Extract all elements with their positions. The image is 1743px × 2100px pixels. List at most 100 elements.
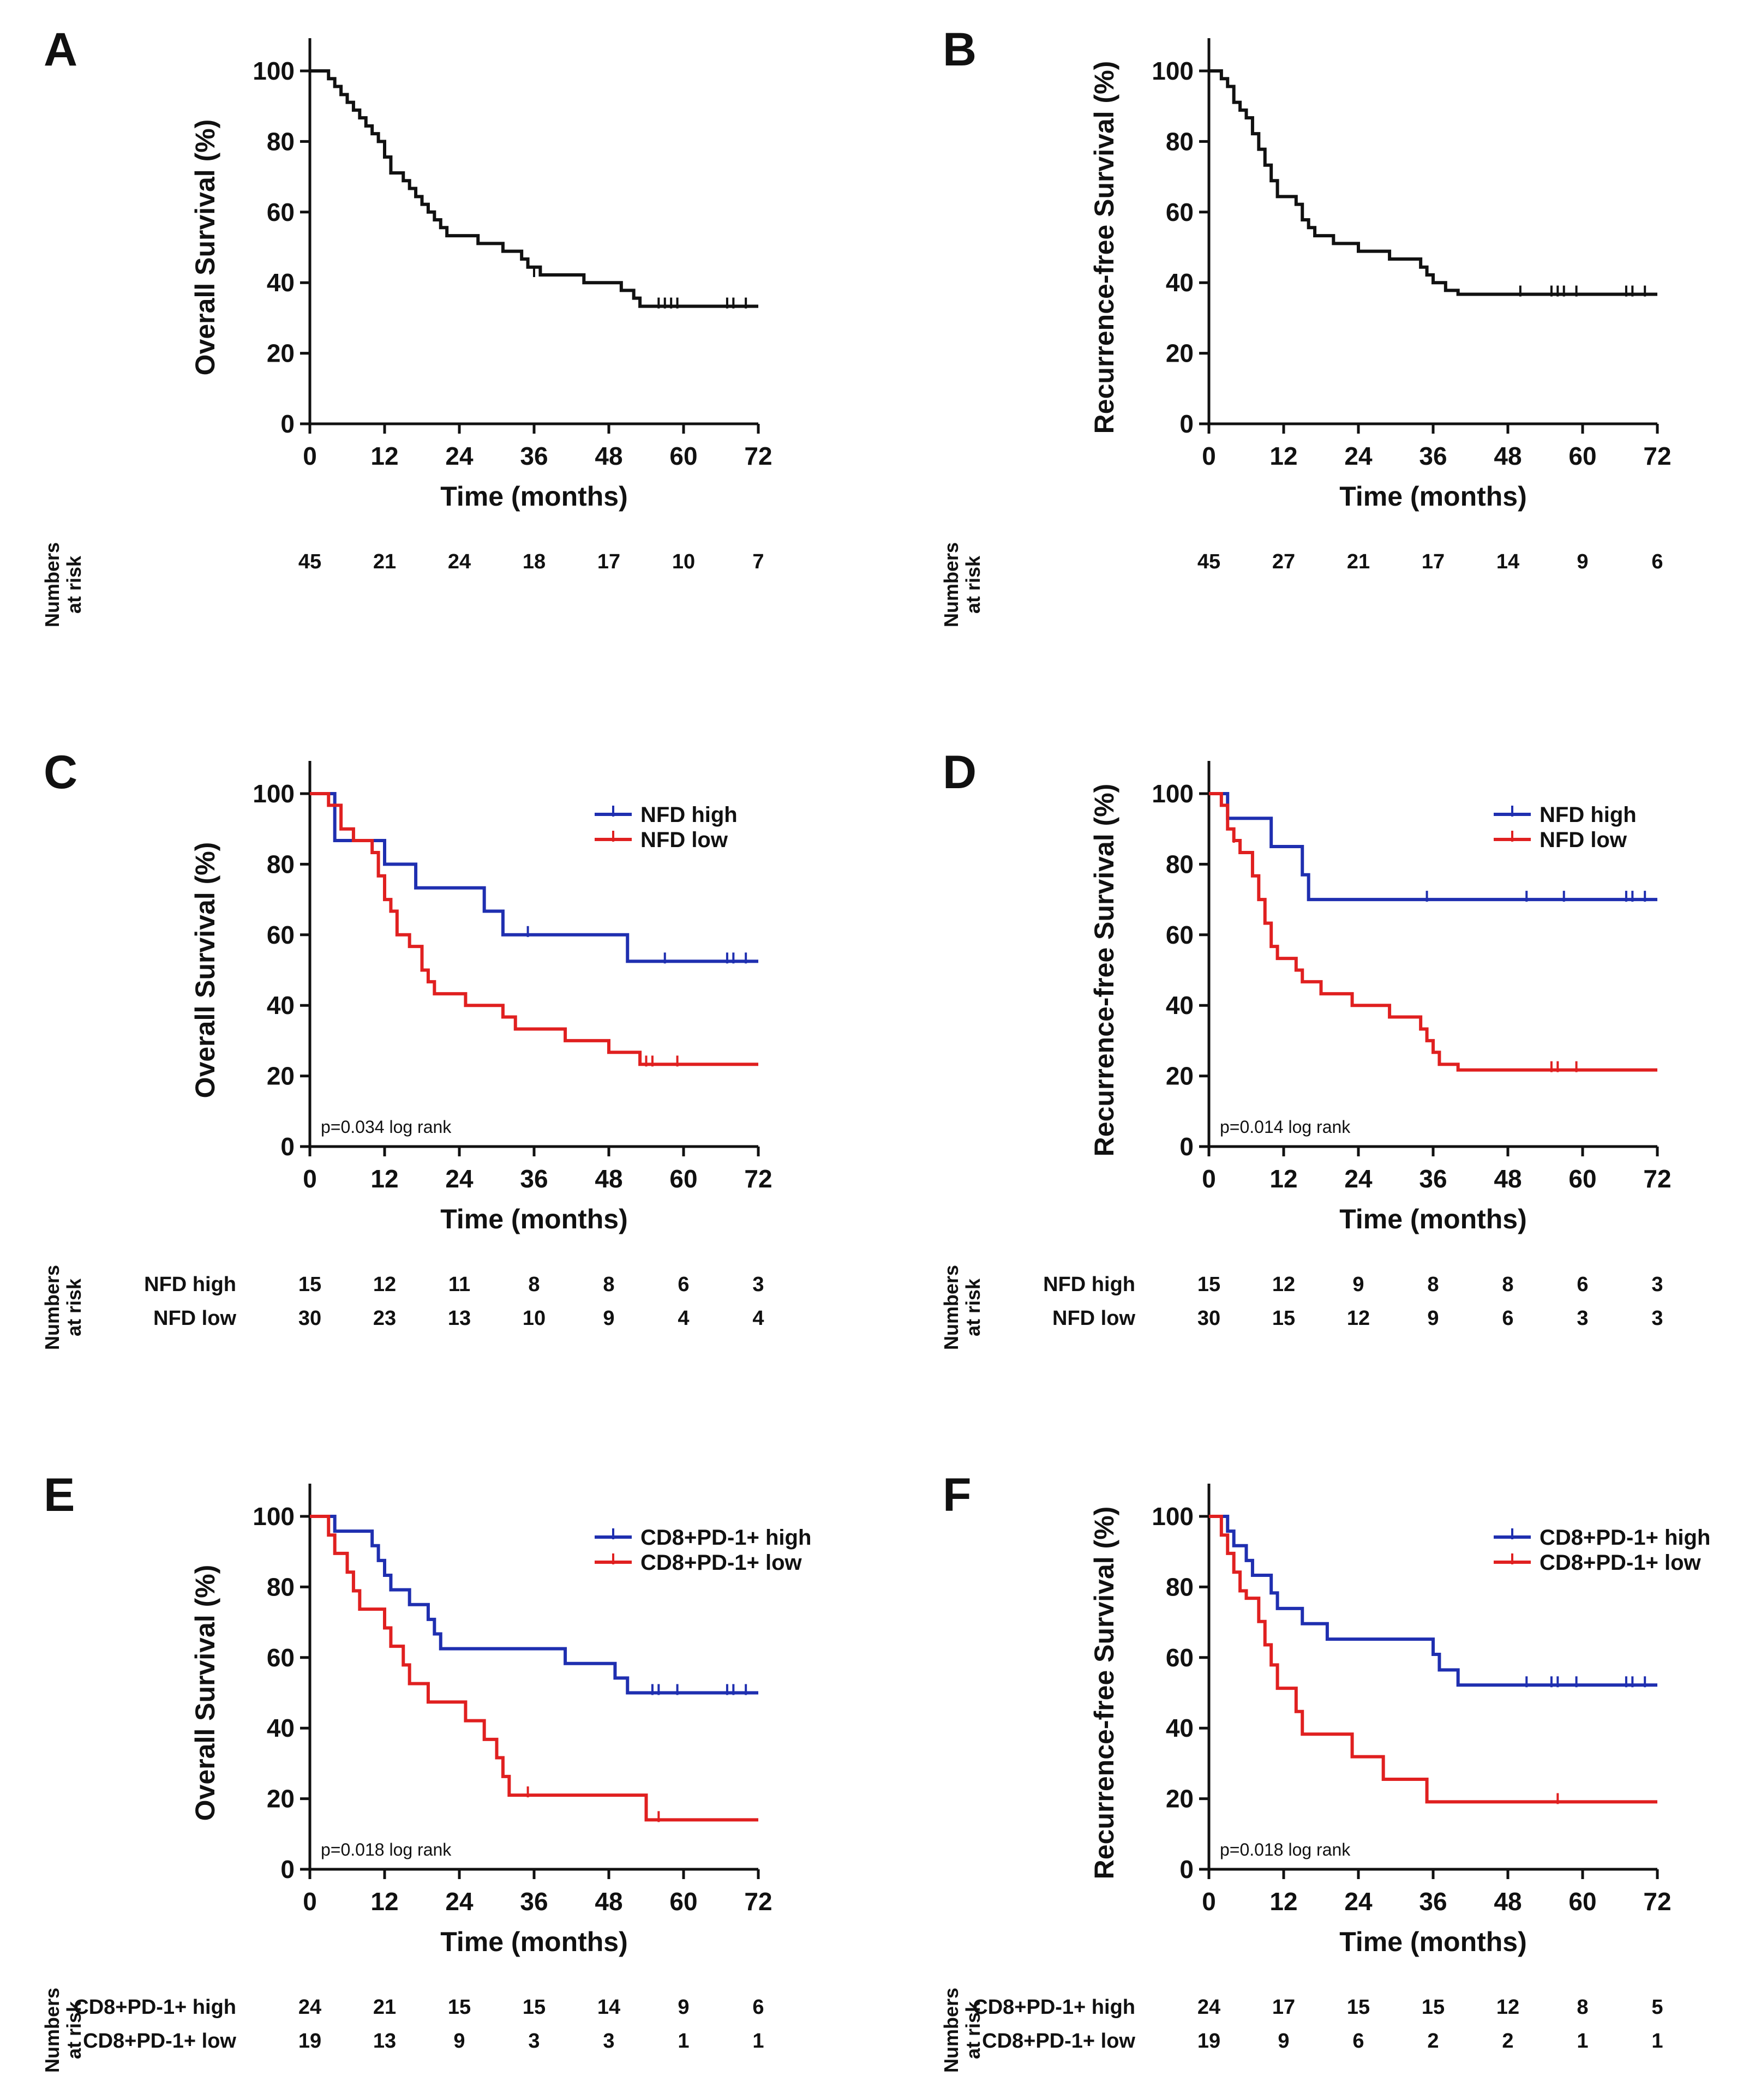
risk-count: 9 [603, 1307, 614, 1330]
panel-letter: B [943, 23, 977, 76]
risk-count: 8 [1427, 1273, 1439, 1296]
risk-count: 8 [603, 1273, 614, 1296]
risk-row-label: CD8+PD-1+ low [83, 2030, 236, 2053]
y-tick-label: 0 [1179, 410, 1194, 438]
risk-count: 4 [752, 1307, 764, 1330]
x-tick-label: 24 [1344, 1887, 1373, 1916]
y-tick-label: 80 [1166, 1573, 1194, 1601]
x-axis-title: Time (months) [440, 481, 628, 512]
x-tick-label: 12 [370, 1887, 398, 1916]
numbers-at-risk-title: Numbersat risk [940, 1265, 984, 1350]
risk-row-label: NFD low [1052, 1307, 1135, 1330]
risk-title-line: at risk [63, 2001, 85, 2059]
risk-title-line: at risk [962, 1278, 984, 1336]
risk-row-label: NFD high [1043, 1273, 1135, 1296]
y-tick-label: 40 [267, 268, 295, 297]
risk-count: 8 [1502, 1273, 1513, 1296]
y-tick-label: 100 [1152, 57, 1194, 85]
risk-count: 3 [1577, 1307, 1588, 1330]
x-tick-label: 48 [1494, 442, 1522, 470]
risk-count: 6 [1577, 1273, 1588, 1296]
risk-count: 15 [1272, 1307, 1295, 1330]
y-axis-title: Overall Survival (%) [190, 842, 220, 1099]
risk-count: 3 [603, 2030, 614, 2053]
panel-letter: D [943, 746, 977, 799]
risk-count: 21 [373, 550, 396, 573]
risk-title-line: at risk [962, 555, 984, 614]
x-tick-label: 0 [303, 1887, 317, 1916]
risk-count: 9 [1352, 1273, 1364, 1296]
risk-count: 9 [453, 2030, 465, 2053]
risk-count: 4 [678, 1307, 689, 1330]
y-tick-label: 100 [253, 57, 295, 85]
risk-title-line: Numbers [41, 1988, 63, 2073]
y-tick-label: 100 [253, 779, 295, 808]
x-tick-label: 0 [1202, 1887, 1216, 1916]
y-axis-title: Recurrence-free Survival (%) [1089, 1507, 1119, 1880]
p-value: p=0.034 log rank [321, 1117, 452, 1137]
numbers-at-risk-title: Numbersat risk [940, 542, 984, 627]
risk-count: 15 [1197, 1273, 1220, 1296]
y-tick-label: 60 [1166, 198, 1194, 226]
x-axis-title: Time (months) [440, 1204, 628, 1234]
risk-count: 2 [1502, 2030, 1513, 2053]
x-tick-label: 60 [1568, 442, 1596, 470]
risk-count: 6 [678, 1273, 689, 1296]
panel-letter: E [44, 1469, 75, 1521]
risk-count: 18 [523, 550, 546, 573]
risk-title-line: Numbers [940, 542, 962, 627]
y-tick-label: 0 [280, 410, 295, 438]
x-tick-label: 24 [1344, 442, 1373, 470]
x-tick-label: 48 [1494, 1165, 1522, 1193]
x-tick-label: 36 [520, 1887, 548, 1916]
risk-count: 6 [1651, 550, 1663, 573]
km-curve-1 [1209, 1515, 1657, 1804]
x-tick-label: 72 [1643, 1165, 1671, 1193]
numbers-at-risk-title: Numbersat risk [41, 1265, 85, 1350]
legend-label: CD8+PD-1+ low [640, 1551, 802, 1575]
risk-count: 1 [1651, 2030, 1663, 2053]
x-tick-label: 48 [595, 1165, 622, 1193]
x-tick-label: 0 [1202, 442, 1216, 470]
risk-count: 3 [528, 2030, 540, 2053]
risk-title-line: at risk [63, 1278, 85, 1336]
numbers-at-risk-title: Numbersat risk [41, 1988, 85, 2073]
y-tick-label: 20 [1166, 1062, 1194, 1090]
risk-count: 17 [1272, 1996, 1295, 2019]
risk-row-label: CD8+PD-1+ low [982, 2030, 1135, 2053]
y-tick-label: 80 [267, 1573, 295, 1601]
km-curve-0 [1209, 69, 1657, 296]
x-tick-label: 0 [303, 442, 317, 470]
y-tick-label: 60 [267, 921, 295, 949]
risk-count: 1 [752, 2030, 764, 2053]
x-tick-label: 36 [1419, 1165, 1447, 1193]
risk-count: 13 [373, 2030, 396, 2053]
y-tick-label: 0 [1179, 1132, 1194, 1161]
legend-label: CD8+PD-1+ high [1540, 1526, 1710, 1550]
risk-count: 8 [528, 1273, 540, 1296]
risk-count: 23 [373, 1307, 396, 1330]
x-tick-label: 72 [1643, 1887, 1671, 1916]
x-tick-label: 60 [1568, 1165, 1596, 1193]
risk-count: 45 [1197, 550, 1220, 573]
risk-count: 12 [1272, 1273, 1295, 1296]
y-tick-label: 100 [253, 1502, 295, 1531]
x-tick-label: 60 [1568, 1887, 1596, 1916]
risk-count: 15 [298, 1273, 321, 1296]
y-tick-label: 40 [267, 1714, 295, 1742]
x-axis-title: Time (months) [1339, 1927, 1527, 1957]
x-tick-label: 60 [669, 1887, 697, 1916]
x-axis-title: Time (months) [1339, 481, 1527, 512]
x-tick-label: 12 [370, 1165, 398, 1193]
y-tick-label: 60 [1166, 1643, 1194, 1672]
y-tick-label: 20 [267, 1785, 295, 1813]
risk-count: 24 [448, 550, 471, 573]
risk-count: 6 [1502, 1307, 1513, 1330]
risk-count: 3 [1651, 1307, 1663, 1330]
x-tick-label: 12 [1269, 1165, 1297, 1193]
risk-row-label: NFD high [144, 1273, 236, 1296]
risk-count: 12 [373, 1273, 396, 1296]
y-axis-title: Recurrence-free Survival (%) [1089, 61, 1119, 434]
